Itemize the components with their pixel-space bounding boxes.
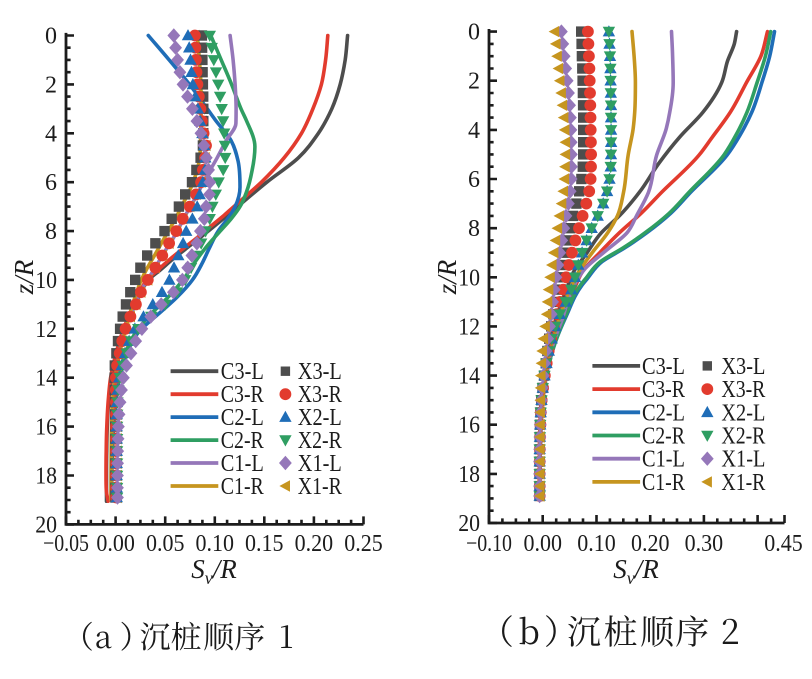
svg-text:6: 6	[45, 170, 57, 196]
svg-text:16: 16	[458, 413, 480, 439]
svg-text:X1-L: X1-L	[298, 451, 342, 477]
svg-text:C1-R: C1-R	[221, 474, 264, 500]
svg-text:X3-R: X3-R	[298, 382, 342, 408]
svg-text:X1-L: X1-L	[721, 447, 765, 473]
svg-text:C1-R: C1-R	[642, 470, 685, 496]
svg-text:0.20: 0.20	[631, 531, 670, 557]
svg-text:0: 0	[45, 24, 57, 50]
svg-text:X3-R: X3-R	[721, 377, 765, 403]
svg-text:0.25: 0.25	[344, 531, 383, 557]
svg-text:14: 14	[35, 366, 57, 392]
svg-text:0.30: 0.30	[685, 531, 724, 557]
svg-text:C1-L: C1-L	[221, 451, 264, 477]
svg-text:20: 20	[35, 512, 57, 538]
svg-text:0.00: 0.00	[523, 531, 562, 557]
svg-text:4: 4	[468, 118, 480, 144]
svg-text:2: 2	[45, 72, 57, 98]
svg-text:Sv/R: Sv/R	[613, 554, 659, 588]
svg-text:8: 8	[468, 216, 480, 242]
svg-text:8: 8	[45, 219, 57, 245]
svg-text:2: 2	[468, 69, 480, 95]
svg-text:10: 10	[35, 268, 57, 294]
svg-text:6: 6	[468, 167, 480, 193]
svg-text:C2-L: C2-L	[221, 405, 264, 431]
svg-text:0.10: 0.10	[577, 531, 616, 557]
svg-text:C1-L: C1-L	[642, 447, 685, 473]
svg-text:X2-R: X2-R	[721, 424, 765, 450]
svg-text:X1-R: X1-R	[721, 470, 765, 496]
svg-text:X3-L: X3-L	[721, 354, 765, 380]
svg-text:18: 18	[458, 462, 480, 488]
svg-text:−0.05: −0.05	[43, 531, 89, 557]
svg-text:z/R: z/R	[9, 259, 39, 295]
svg-text:C3-L: C3-L	[221, 359, 264, 385]
svg-text:z/R: z/R	[432, 259, 462, 295]
svg-text:0: 0	[468, 20, 480, 46]
svg-text:−0.10: −0.10	[466, 531, 512, 557]
svg-text:C2-R: C2-R	[642, 424, 685, 450]
svg-text:0.45: 0.45	[764, 531, 803, 557]
svg-text:4: 4	[45, 121, 57, 147]
svg-text:X2-L: X2-L	[721, 400, 765, 426]
svg-text:C2-L: C2-L	[642, 400, 685, 426]
svg-text:16: 16	[35, 415, 57, 441]
svg-text:0.10: 0.10	[196, 531, 235, 557]
svg-text:X3-L: X3-L	[298, 359, 342, 385]
svg-text:C3-R: C3-R	[221, 382, 264, 408]
svg-text:0.15: 0.15	[245, 531, 284, 557]
svg-text:C3-L: C3-L	[642, 354, 685, 380]
svg-text:0.05: 0.05	[146, 531, 185, 557]
svg-text:12: 12	[35, 317, 57, 343]
svg-text:X2-L: X2-L	[298, 405, 342, 431]
svg-text:C2-R: C2-R	[221, 428, 264, 454]
svg-text:X1-R: X1-R	[298, 474, 342, 500]
svg-text:20: 20	[458, 511, 480, 537]
svg-text:0.20: 0.20	[295, 531, 334, 557]
svg-text:18: 18	[35, 464, 57, 490]
svg-text:14: 14	[458, 364, 480, 390]
svg-text:X2-R: X2-R	[298, 428, 342, 454]
svg-text:10: 10	[458, 265, 480, 291]
svg-text:C3-R: C3-R	[642, 377, 685, 403]
svg-text:Sv/R: Sv/R	[191, 554, 237, 588]
svg-text:12: 12	[458, 314, 480, 340]
svg-text:0.00: 0.00	[96, 531, 135, 557]
